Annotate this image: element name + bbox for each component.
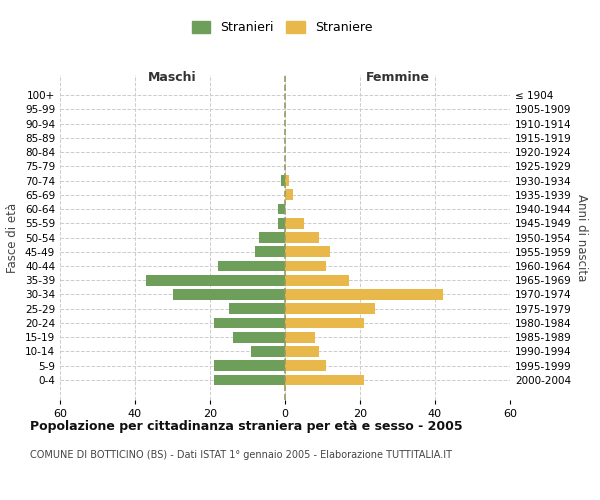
Bar: [255, 246, 285, 257]
Bar: [277, 218, 285, 228]
Bar: [285, 346, 319, 356]
Bar: [285, 304, 375, 314]
Bar: [285, 260, 326, 272]
Bar: [285, 218, 304, 228]
Bar: [259, 232, 285, 243]
Bar: [285, 360, 326, 371]
Bar: [251, 346, 285, 356]
Bar: [285, 318, 364, 328]
Bar: [214, 374, 285, 385]
Text: Popolazione per cittadinanza straniera per età e sesso - 2005: Popolazione per cittadinanza straniera p…: [30, 420, 463, 433]
Text: Maschi: Maschi: [148, 70, 197, 84]
Bar: [146, 275, 285, 285]
Bar: [281, 175, 285, 186]
Bar: [173, 289, 285, 300]
Y-axis label: Fasce di età: Fasce di età: [7, 202, 19, 272]
Bar: [285, 246, 330, 257]
Bar: [285, 289, 443, 300]
Text: Femmine: Femmine: [365, 70, 430, 84]
Bar: [285, 232, 319, 243]
Bar: [285, 275, 349, 285]
Legend: Stranieri, Straniere: Stranieri, Straniere: [187, 16, 377, 40]
Bar: [285, 332, 315, 342]
Bar: [285, 175, 289, 186]
Y-axis label: Anni di nascita: Anni di nascita: [575, 194, 588, 281]
Bar: [214, 360, 285, 371]
Bar: [233, 332, 285, 342]
Bar: [229, 304, 285, 314]
Bar: [277, 204, 285, 214]
Bar: [285, 190, 293, 200]
Bar: [214, 318, 285, 328]
Bar: [218, 260, 285, 272]
Bar: [285, 374, 364, 385]
Text: COMUNE DI BOTTICINO (BS) - Dati ISTAT 1° gennaio 2005 - Elaborazione TUTTITALIA.: COMUNE DI BOTTICINO (BS) - Dati ISTAT 1°…: [30, 450, 452, 460]
